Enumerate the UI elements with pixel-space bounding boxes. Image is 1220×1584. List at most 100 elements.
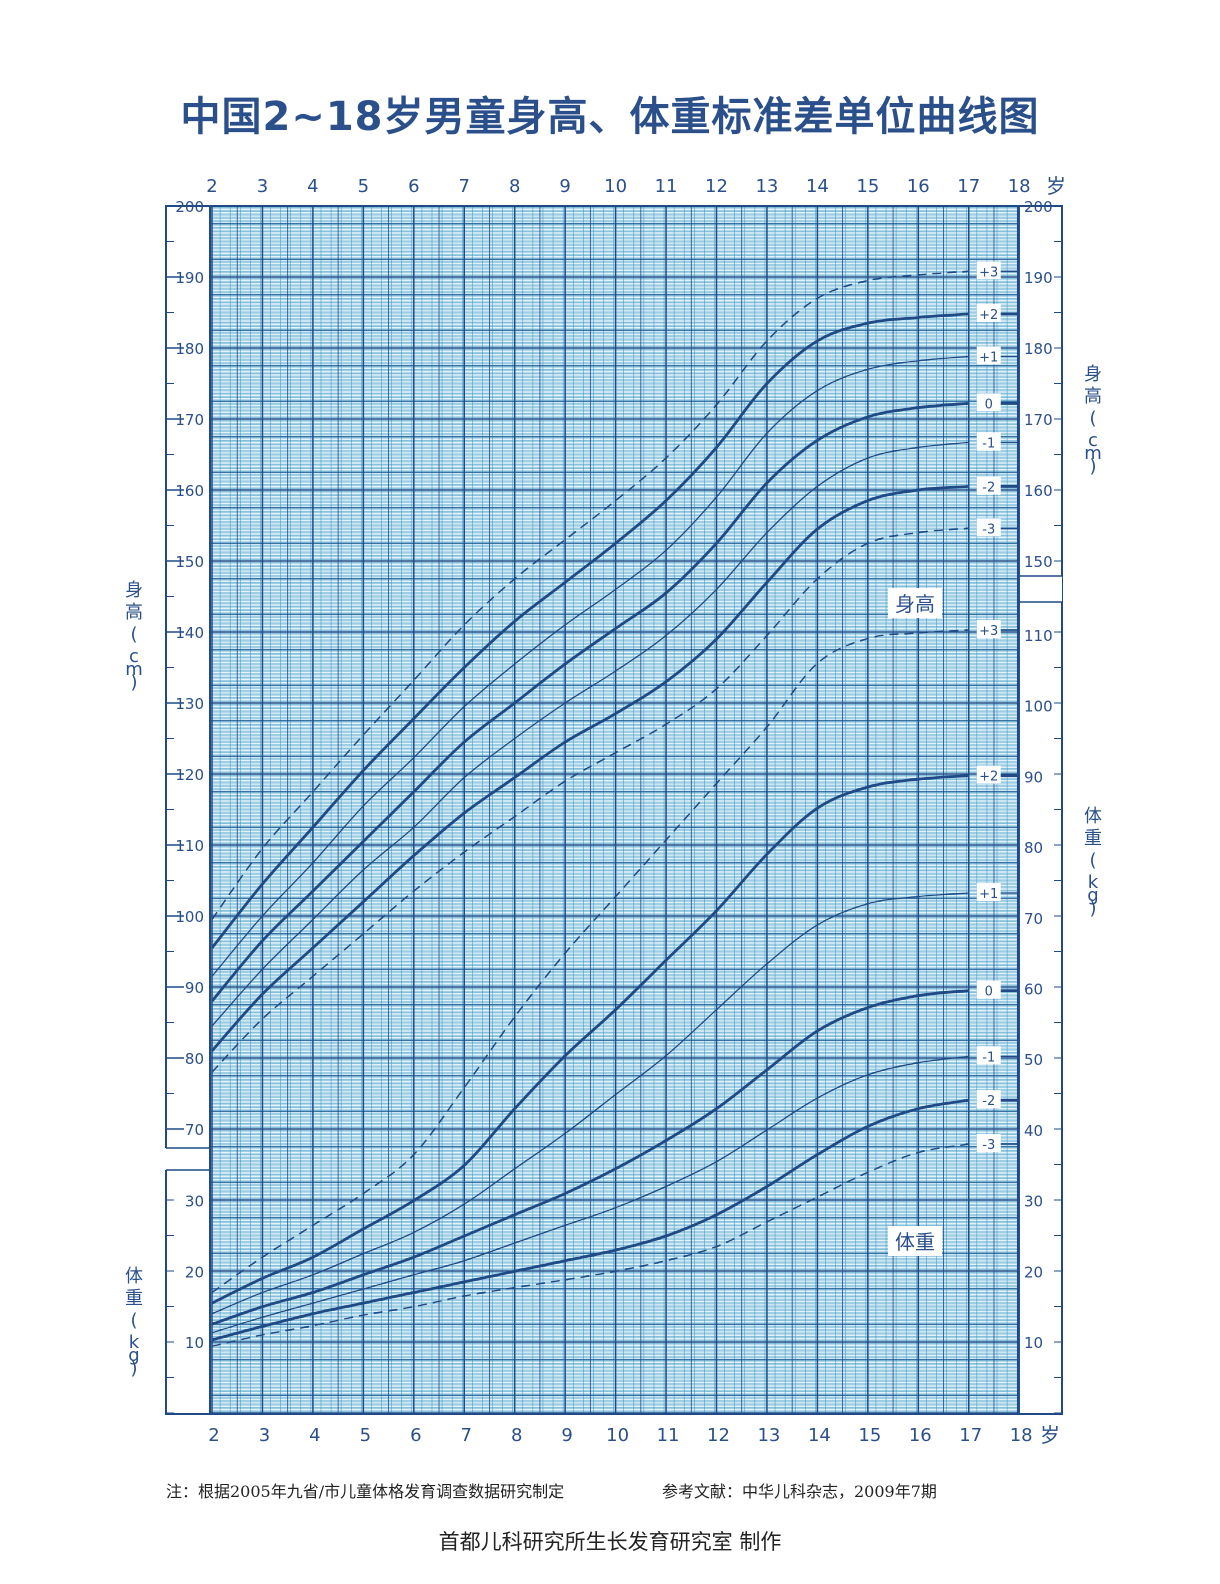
height-tick-label-left: 80: [185, 1050, 204, 1068]
weight-axis-title-left: (: [130, 1310, 137, 1331]
x-tick-label-top: 5: [358, 176, 369, 197]
weight-tick-label-right: 90: [1024, 768, 1043, 786]
x-tick-label-bottom: 15: [858, 1425, 881, 1446]
height-curve-label-plus1: +1: [979, 351, 998, 366]
weight-curve-minus1: [211, 1055, 969, 1334]
height-curve-label-minus2: -2: [982, 480, 995, 495]
weight-curve-label-bg: [976, 1090, 1001, 1109]
x-tick-label-top: 16: [907, 176, 930, 197]
weight-axis-title-left: 重: [125, 1288, 143, 1309]
height-tick-label-left: 100: [175, 908, 204, 926]
height-curve-label-bg: [976, 261, 1001, 280]
weight-tick-label-right: 40: [1024, 1122, 1043, 1140]
height-tick-label-left: 160: [175, 482, 204, 500]
weight-curve-label-minus3: -3: [982, 1138, 995, 1153]
x-tick-label-bottom: 10: [606, 1425, 629, 1446]
height-axis-title-right: c: [1088, 430, 1098, 451]
height-tick-label-right: 160: [1024, 482, 1053, 500]
height-region-label: 身高: [895, 592, 935, 616]
height-curve-minus3: [211, 527, 969, 1073]
weight-curve-minus2: [211, 1098, 970, 1342]
height-tick-label-left: 140: [175, 624, 204, 642]
weight-tick-label-right: 110: [1024, 627, 1053, 645]
height-curve-label-minus1: -1: [982, 436, 995, 451]
x-tick-label-top: 2: [206, 176, 217, 197]
weight-curve-label-bg: [976, 1134, 1001, 1153]
height-tick-label-left: 190: [175, 269, 204, 287]
x-tick-label-top: 8: [509, 176, 520, 197]
weight-axis-title-left: 体: [125, 1266, 143, 1287]
height-axis-title-right: m: [1084, 443, 1102, 464]
x-tick-label-bottom: 18: [1010, 1425, 1033, 1446]
height-axis-title-left: m: [125, 659, 143, 680]
height-curve-label-bg: [976, 393, 1001, 412]
x-tick-label-top: 11: [655, 176, 678, 197]
weight-tick-label-right: 70: [1024, 910, 1043, 928]
weight-curve-label-bg: [976, 765, 1001, 784]
weight-tick-label-right: 30: [1024, 1193, 1043, 1211]
weight-tick-label-left: 30: [185, 1193, 204, 1211]
x-tick-label-bottom: 7: [461, 1425, 472, 1446]
right-strip-gap: [1020, 576, 1062, 602]
height-curve-label-bg: [976, 432, 1001, 451]
weight-curve-label-bg: [976, 1046, 1001, 1065]
height-axis-title-left: ): [130, 672, 137, 693]
height-tick-label-right: 200: [1024, 198, 1053, 216]
weight-curve-label-plus2: +2: [979, 770, 998, 785]
height-axis-title-right: 身: [1084, 364, 1102, 385]
x-tick-label-bottom: 17: [959, 1425, 982, 1446]
height-tick-label-left: 90: [185, 979, 204, 997]
weight-curve-label-bg: [976, 620, 1001, 639]
weight-tick-label-right: 20: [1024, 1263, 1043, 1281]
x-tick-label-top: 10: [604, 176, 627, 197]
footer-note: 注：根据2005年九省/市儿童体格发育调查数据研究制定: [166, 1482, 565, 1501]
weight-axis-title-right: 体: [1084, 806, 1102, 827]
weight-curve-label-plus3: +3: [979, 624, 998, 639]
x-tick-label-bottom: 13: [757, 1425, 780, 1446]
x-tick-label-top: 9: [559, 176, 570, 197]
height-axis-title-left: c: [129, 646, 139, 667]
weight-curve-label-bg: [976, 980, 1001, 999]
height-tick-label-left: 130: [175, 695, 204, 713]
weight-curve-minus3: [211, 1143, 969, 1347]
weight-tick-label-right: 80: [1024, 839, 1043, 857]
weight-axis-title-right: k: [1088, 872, 1099, 893]
x-tick-label-bottom: 14: [808, 1425, 831, 1446]
weight-curve-0: [211, 989, 969, 1326]
height-tick-label-left: 170: [175, 411, 204, 429]
height-curve-label-bg: [976, 476, 1001, 495]
x-tick-label-top: 3: [257, 176, 268, 197]
x-tick-label-top: 15: [856, 176, 879, 197]
height-axis-title-left: (: [130, 624, 137, 645]
weight-curve-label-plus1: +1: [979, 887, 998, 902]
height-tick-label-right: 180: [1024, 340, 1053, 358]
weight-curve-plus3: [211, 629, 969, 1294]
height-curve-label-bg: [976, 303, 1001, 322]
height-axis-title-right: 高: [1084, 386, 1102, 407]
height-curve-label-bg: [976, 518, 1001, 537]
height-tick-label-left: 200: [175, 198, 204, 216]
x-tick-label-bottom: 16: [909, 1425, 932, 1446]
weight-tick-label-right: 10: [1024, 1334, 1043, 1352]
weight-axis-title-left: k: [129, 1332, 140, 1353]
x-tick-label-bottom: 6: [410, 1425, 421, 1446]
weight-tick-label-left: 10: [185, 1334, 204, 1352]
height-curve-plus3: [211, 270, 969, 920]
height-tick-label-right: 170: [1024, 411, 1053, 429]
height-curve-label-plus2: +2: [979, 308, 998, 323]
x-tick-label-top: 13: [755, 176, 778, 197]
x-tick-label-bottom: 3: [259, 1425, 270, 1446]
height-tick-label-left: 150: [175, 553, 204, 571]
weight-tick-label-left: 20: [185, 1263, 204, 1281]
height-curve-plus2: [210, 312, 969, 949]
x-tick-label-bottom: 4: [309, 1425, 320, 1446]
weight-region-label-bg: [888, 1226, 942, 1256]
weight-axis-title-left: ): [130, 1358, 137, 1379]
footer-maker: 首都儿科研究所生长发育研究室 制作: [438, 1530, 782, 1554]
height-curve-minus2: [210, 485, 969, 1052]
weight-curve-label-0: 0: [985, 985, 993, 1000]
weight-axis-title-right: ): [1089, 898, 1096, 919]
height-curve-label-plus3: +3: [979, 265, 998, 280]
x-tick-label-bottom: 5: [360, 1425, 371, 1446]
